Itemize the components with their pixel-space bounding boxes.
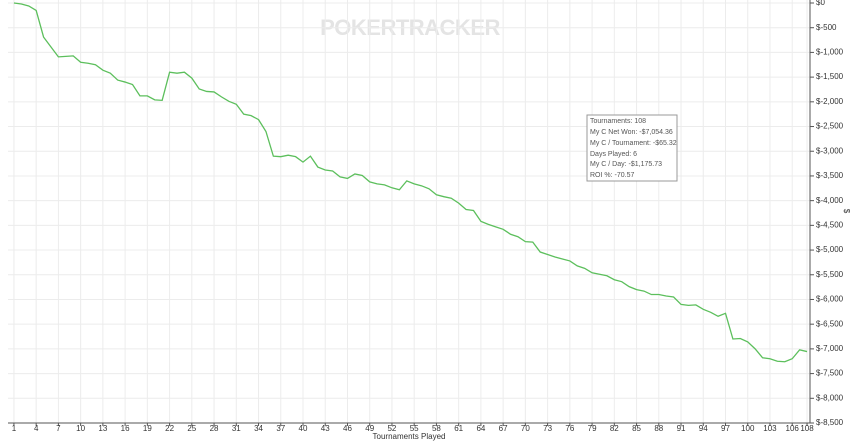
tooltip-line: My C / Tournament: -$65.32: [590, 140, 677, 147]
x-tick-label: 22: [165, 424, 174, 433]
x-tick-label: 91: [677, 424, 686, 433]
x-tick-label: 82: [610, 424, 619, 433]
x-tick-label: 79: [588, 424, 597, 433]
x-tick-label: 85: [632, 424, 641, 433]
x-tick-label: 88: [654, 424, 663, 433]
tooltip-line: ROI %: -70.57: [590, 172, 634, 179]
x-tick-label: 7: [56, 424, 61, 433]
data-line: [13, 2, 808, 363]
x-tick-label: 13: [98, 424, 107, 433]
x-tick-label: 52: [387, 424, 396, 433]
tooltip-box: [586, 114, 678, 182]
x-tick-label: 108: [800, 424, 814, 433]
x-tick-label: 76: [565, 424, 574, 433]
x-tick-label: 70: [521, 424, 530, 433]
x-tick-label: 49: [365, 424, 374, 433]
x-tick-label: 4: [34, 424, 39, 433]
y-tick-label: $-1,500: [816, 72, 844, 81]
x-tick-label: 58: [432, 424, 441, 433]
y-tick-label: $-3,500: [816, 171, 844, 180]
tooltip: Tournaments: 108 My C Net Won: -$7,054.3…: [586, 114, 678, 182]
x-tick-label: 100: [741, 424, 755, 433]
tooltip-line: My C / Day: -$1,175.73: [590, 161, 662, 168]
y-tick-label: $-4,000: [816, 196, 844, 205]
tooltip-line: My C Net Won: -$7,054.36: [590, 129, 673, 136]
y-tick-label: $-7,000: [816, 344, 844, 353]
y-tick-label: $-2,000: [816, 97, 844, 106]
x-tick-label: 103: [763, 424, 777, 433]
y-tick-label: $0: [816, 0, 825, 7]
x-tick-label: 40: [299, 424, 308, 433]
y-tick-label: $-2,500: [816, 122, 844, 131]
x-tick-label: 73: [543, 424, 552, 433]
x-tick-label: 55: [410, 424, 419, 433]
x-tick-label: 43: [321, 424, 330, 433]
x-tick-label: 64: [476, 424, 485, 433]
x-tick-label: 31: [232, 424, 241, 433]
y-tick-label: $-6,500: [816, 319, 844, 328]
y-tick-label: $-5,000: [816, 245, 844, 254]
x-tick-label: 94: [699, 424, 708, 433]
x-tick-label: 10: [76, 424, 85, 433]
x-tick-label: 61: [454, 424, 463, 433]
grid: [8, 0, 810, 424]
x-tick-label: 16: [121, 424, 130, 433]
y-tick-label: $-8,500: [816, 418, 844, 427]
y-tick-label: $-8,000: [816, 393, 844, 402]
y-tick-label: $-7,500: [816, 369, 844, 378]
y-tick-label: $-500: [816, 23, 837, 32]
tooltip-line: Tournaments: 108: [590, 118, 646, 125]
tooltip-line: Days Played: 6: [590, 151, 637, 158]
x-tick-label: 97: [721, 424, 730, 433]
x-tick-label: 25: [187, 424, 196, 433]
x-tick-label: 46: [343, 424, 352, 433]
x-tick-label: 34: [254, 424, 263, 433]
x-tick-label: 28: [210, 424, 219, 433]
x-tick-label: 106: [786, 424, 800, 433]
y-tick-label: $-5,500: [816, 270, 844, 279]
y-axis-title: $: [842, 209, 851, 214]
y-tick-label: $-4,500: [816, 220, 844, 229]
x-tick-label: 19: [143, 424, 152, 433]
x-tick-label: 67: [499, 424, 508, 433]
y-tick-label: $-3,000: [816, 146, 844, 155]
x-tick-label: 1: [12, 424, 17, 433]
x-tick-label: 37: [276, 424, 285, 433]
y-tick-label: $-1,000: [816, 48, 844, 57]
x-axis-title: Tournaments Played: [373, 432, 446, 441]
y-tick-label: $-6,000: [816, 295, 844, 304]
